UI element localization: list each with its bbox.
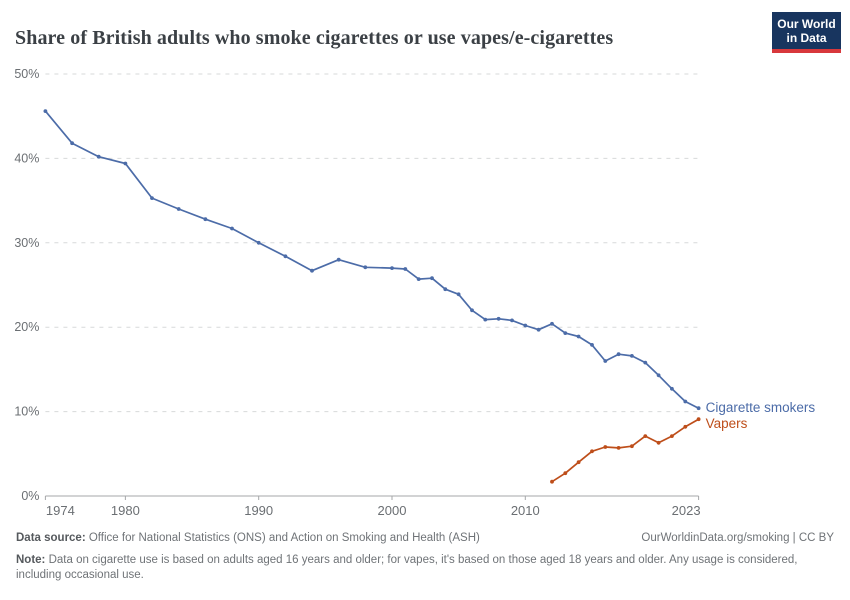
data-source-line: Data source: Office for National Statist…: [16, 531, 480, 546]
cigarette-smokers-point-2011[interactable]: [536, 327, 541, 332]
owid-logo-line1: Our World: [777, 16, 836, 31]
cigarette-smokers-point-2013[interactable]: [563, 331, 568, 335]
x-tick-label-2023: 2023: [672, 503, 701, 518]
cigarette-smokers-point-2010[interactable]: [523, 323, 528, 328]
vapers-point-2015[interactable]: [590, 449, 594, 454]
cigarette-smokers-point-2004[interactable]: [443, 287, 448, 292]
line-chart: 0% 10% 20% 30% 40% 50% 1974 1980 1990 2000 2010 202…: [0, 60, 850, 530]
owid-logo[interactable]: Our World in Data: [772, 12, 841, 53]
vapers-point-2023[interactable]: [696, 417, 701, 422]
y-tick-label-50: 50%: [14, 67, 39, 81]
y-tick-label-10: 10%: [14, 405, 39, 419]
chart-footer: Data source: Office for National Statist…: [16, 531, 834, 583]
cigarette-smokers-point-2007[interactable]: [483, 317, 488, 322]
cigarette-smokers-point-1980[interactable]: [123, 161, 128, 166]
cigarette-smokers-point-2023[interactable]: [696, 406, 701, 411]
cigarette-smokers-point-1992[interactable]: [283, 254, 288, 259]
vapers-point-2013[interactable]: [563, 471, 568, 476]
vapers-point-2012[interactable]: [550, 479, 554, 484]
vapers-point-2020[interactable]: [656, 440, 661, 445]
legend-label-vapers[interactable]: Vapers: [706, 416, 748, 431]
cigarette-smokers-line[interactable]: [44, 110, 700, 410]
cigarette-smokers-point-2015[interactable]: [590, 343, 594, 347]
cigarette-smokers-point-1976[interactable]: [70, 141, 74, 146]
cigarette-smokers-point-2009[interactable]: [510, 318, 514, 323]
vapers-point-2022[interactable]: [683, 424, 688, 429]
vapers-point-2019[interactable]: [643, 434, 648, 438]
cigarette-smokers-point-2006[interactable]: [470, 308, 474, 313]
cigarette-smokers-point-1998[interactable]: [363, 265, 368, 270]
x-tick-label-1980: 1980: [111, 503, 140, 518]
note-line: Note: Data on cigarette use is based on …: [16, 553, 834, 583]
x-tick-label-2000: 2000: [378, 503, 407, 518]
data-source-label: Data source:: [16, 532, 86, 544]
page-title: Share of British adults who smoke cigare…: [15, 27, 614, 50]
cigarette-smokers-point-2003[interactable]: [430, 276, 434, 281]
x-tick-label-1974: 1974: [46, 503, 75, 518]
cigarette-smokers-point-1990[interactable]: [256, 240, 261, 245]
vapers-point-2016[interactable]: [603, 445, 608, 449]
data-source-text: Office for National Statistics (ONS) and…: [85, 532, 480, 544]
cigarette-smokers-point-2000[interactable]: [390, 266, 394, 270]
cigarette-smokers-point-2020[interactable]: [656, 373, 661, 378]
chart-svg: 0% 10% 20% 30% 40% 50% 1974 1980 1990 2000 2010 202…: [14, 67, 816, 518]
y-tick-label-30: 30%: [14, 236, 39, 250]
cigarette-smokers-point-2002[interactable]: [416, 277, 421, 281]
x-tick-label-1990: 1990: [244, 503, 273, 518]
cigarette-smokers-point-2012[interactable]: [550, 321, 554, 326]
cigarette-smokers-point-1982[interactable]: [150, 196, 154, 201]
cigarette-smokers-point-1986[interactable]: [203, 217, 208, 222]
cigarette-smokers-point-2022[interactable]: [683, 399, 688, 404]
vapers-point-2021[interactable]: [670, 434, 674, 438]
owid-logo-line2: in Data: [786, 30, 827, 45]
note-label: Note:: [16, 554, 46, 566]
legend-label-cigarette-smokers[interactable]: Cigarette smokers: [706, 400, 816, 415]
vapers-point-2014[interactable]: [576, 460, 581, 465]
attribution-link[interactable]: OurWorldinData.org/smoking | CC BY: [641, 532, 834, 544]
y-tick-label-40: 40%: [14, 151, 39, 165]
cigarette-smokers-point-1974[interactable]: [43, 109, 48, 113]
cigarette-smokers-point-2019[interactable]: [643, 360, 648, 365]
cigarette-smokers-point-1994[interactable]: [310, 268, 314, 273]
cigarette-smokers-point-1978[interactable]: [96, 154, 101, 159]
vapers-point-2018[interactable]: [630, 444, 634, 449]
y-tick-label-0: 0%: [21, 489, 39, 503]
cigarette-smokers-point-1996[interactable]: [336, 257, 341, 262]
y-tick-label-20: 20%: [14, 320, 39, 334]
cigarette-smokers-point-2018[interactable]: [630, 354, 634, 358]
cigarette-smokers-point-2021[interactable]: [670, 386, 674, 391]
cigarette-smokers-point-2008[interactable]: [496, 316, 501, 321]
x-tick-label-2010: 2010: [511, 503, 540, 518]
cigarette-smokers-point-2005[interactable]: [456, 292, 461, 297]
cigarette-smokers-point-1988[interactable]: [230, 226, 234, 231]
note-text: Data on cigarette use is based on adults…: [16, 554, 798, 581]
vapers-point-2017[interactable]: [616, 446, 621, 450]
vapers-line[interactable]: [551, 418, 700, 483]
cigarette-smokers-point-2001[interactable]: [403, 267, 408, 271]
cigarette-smokers-point-2014[interactable]: [576, 334, 581, 339]
cigarette-smokers-point-2016[interactable]: [603, 359, 608, 363]
cigarette-smokers-point-1984[interactable]: [176, 207, 181, 211]
cigarette-smokers-point-2017[interactable]: [616, 352, 621, 357]
